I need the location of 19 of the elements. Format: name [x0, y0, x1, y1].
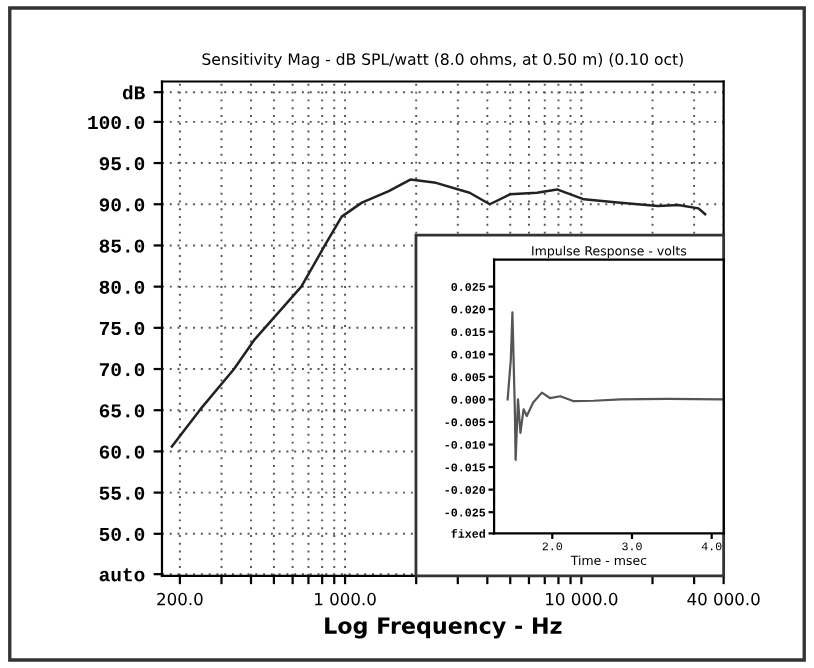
y-tick-label: 50.0 — [99, 527, 145, 542]
y-tick-label: 100.0 — [88, 115, 145, 130]
y-tick-label: 75.0 — [99, 321, 145, 336]
line-series — [506, 311, 724, 461]
x-tick-label: 200.0 — [157, 592, 203, 606]
y-tick-label: 70.0 — [99, 363, 145, 377]
x-tick-label: 10 000.0 — [546, 592, 618, 606]
y-tick-label: auto — [99, 568, 145, 582]
y-tick-label: 90.0 — [99, 198, 145, 212]
y-tick-label: 60.0 — [99, 445, 145, 459]
y-tick-label: 55.0 — [99, 486, 145, 500]
y-tick-label: 80.0 — [99, 280, 145, 294]
x-axis-title: Log Frequency - Hz — [325, 617, 562, 639]
y-tick-label: 95.0 — [99, 157, 145, 171]
x-tick-label: 40 000.0 — [687, 592, 760, 606]
y-tick-label: 65.0 — [99, 404, 145, 418]
x-tick-label: 1 000.0 — [315, 592, 376, 606]
y-tick-label: 85.0 — [99, 239, 145, 253]
y-tick-label: dB — [122, 85, 145, 100]
